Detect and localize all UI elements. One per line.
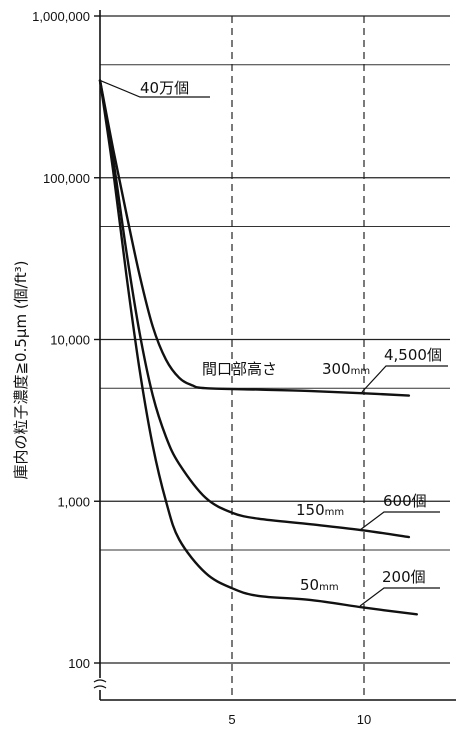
y-tick-label: 1,000 <box>57 494 90 509</box>
series-line-300 <box>98 79 411 397</box>
series-150-height-label: 150mm <box>296 501 344 519</box>
leader-lines <box>99 79 448 607</box>
y-tick-label: 1,000,000 <box>32 9 90 24</box>
series-line-150 <box>98 79 411 539</box>
axis-break-mark <box>93 679 107 683</box>
y-axis-label: 庫内の粒子濃度≧0.5μm (個/ft³) <box>12 260 30 479</box>
grid <box>100 15 450 700</box>
height-header: 間口部高さ <box>202 360 277 378</box>
x-tick-label: 5 <box>228 712 235 727</box>
series-300-leader <box>361 365 448 393</box>
series-150-leader <box>359 511 440 531</box>
ticks: 100 1,000 10,000 100,000 1,000,000 5 10 <box>32 9 371 727</box>
series-300-end-label: 4,500個 <box>384 346 442 364</box>
initial-annotation: 40万個 <box>140 79 189 97</box>
series-line-50 <box>98 79 418 616</box>
y-tick-label: 10,000 <box>50 333 90 348</box>
y-tick-label: 100 <box>68 656 90 671</box>
series-50-leader <box>359 587 440 607</box>
x-tick-label: 10 <box>357 712 371 727</box>
axis-break-mark <box>93 685 107 689</box>
y-tick-label: 100,000 <box>43 171 90 186</box>
series-lines <box>98 79 418 616</box>
series-300-height-label: 300mm <box>322 360 370 378</box>
series-50-end-label: 200個 <box>382 568 426 586</box>
initial-annotation-leader <box>99 79 210 98</box>
series-150-end-label: 600個 <box>383 492 427 510</box>
series-50-height-label: 50mm <box>300 576 339 594</box>
axes <box>93 10 456 701</box>
